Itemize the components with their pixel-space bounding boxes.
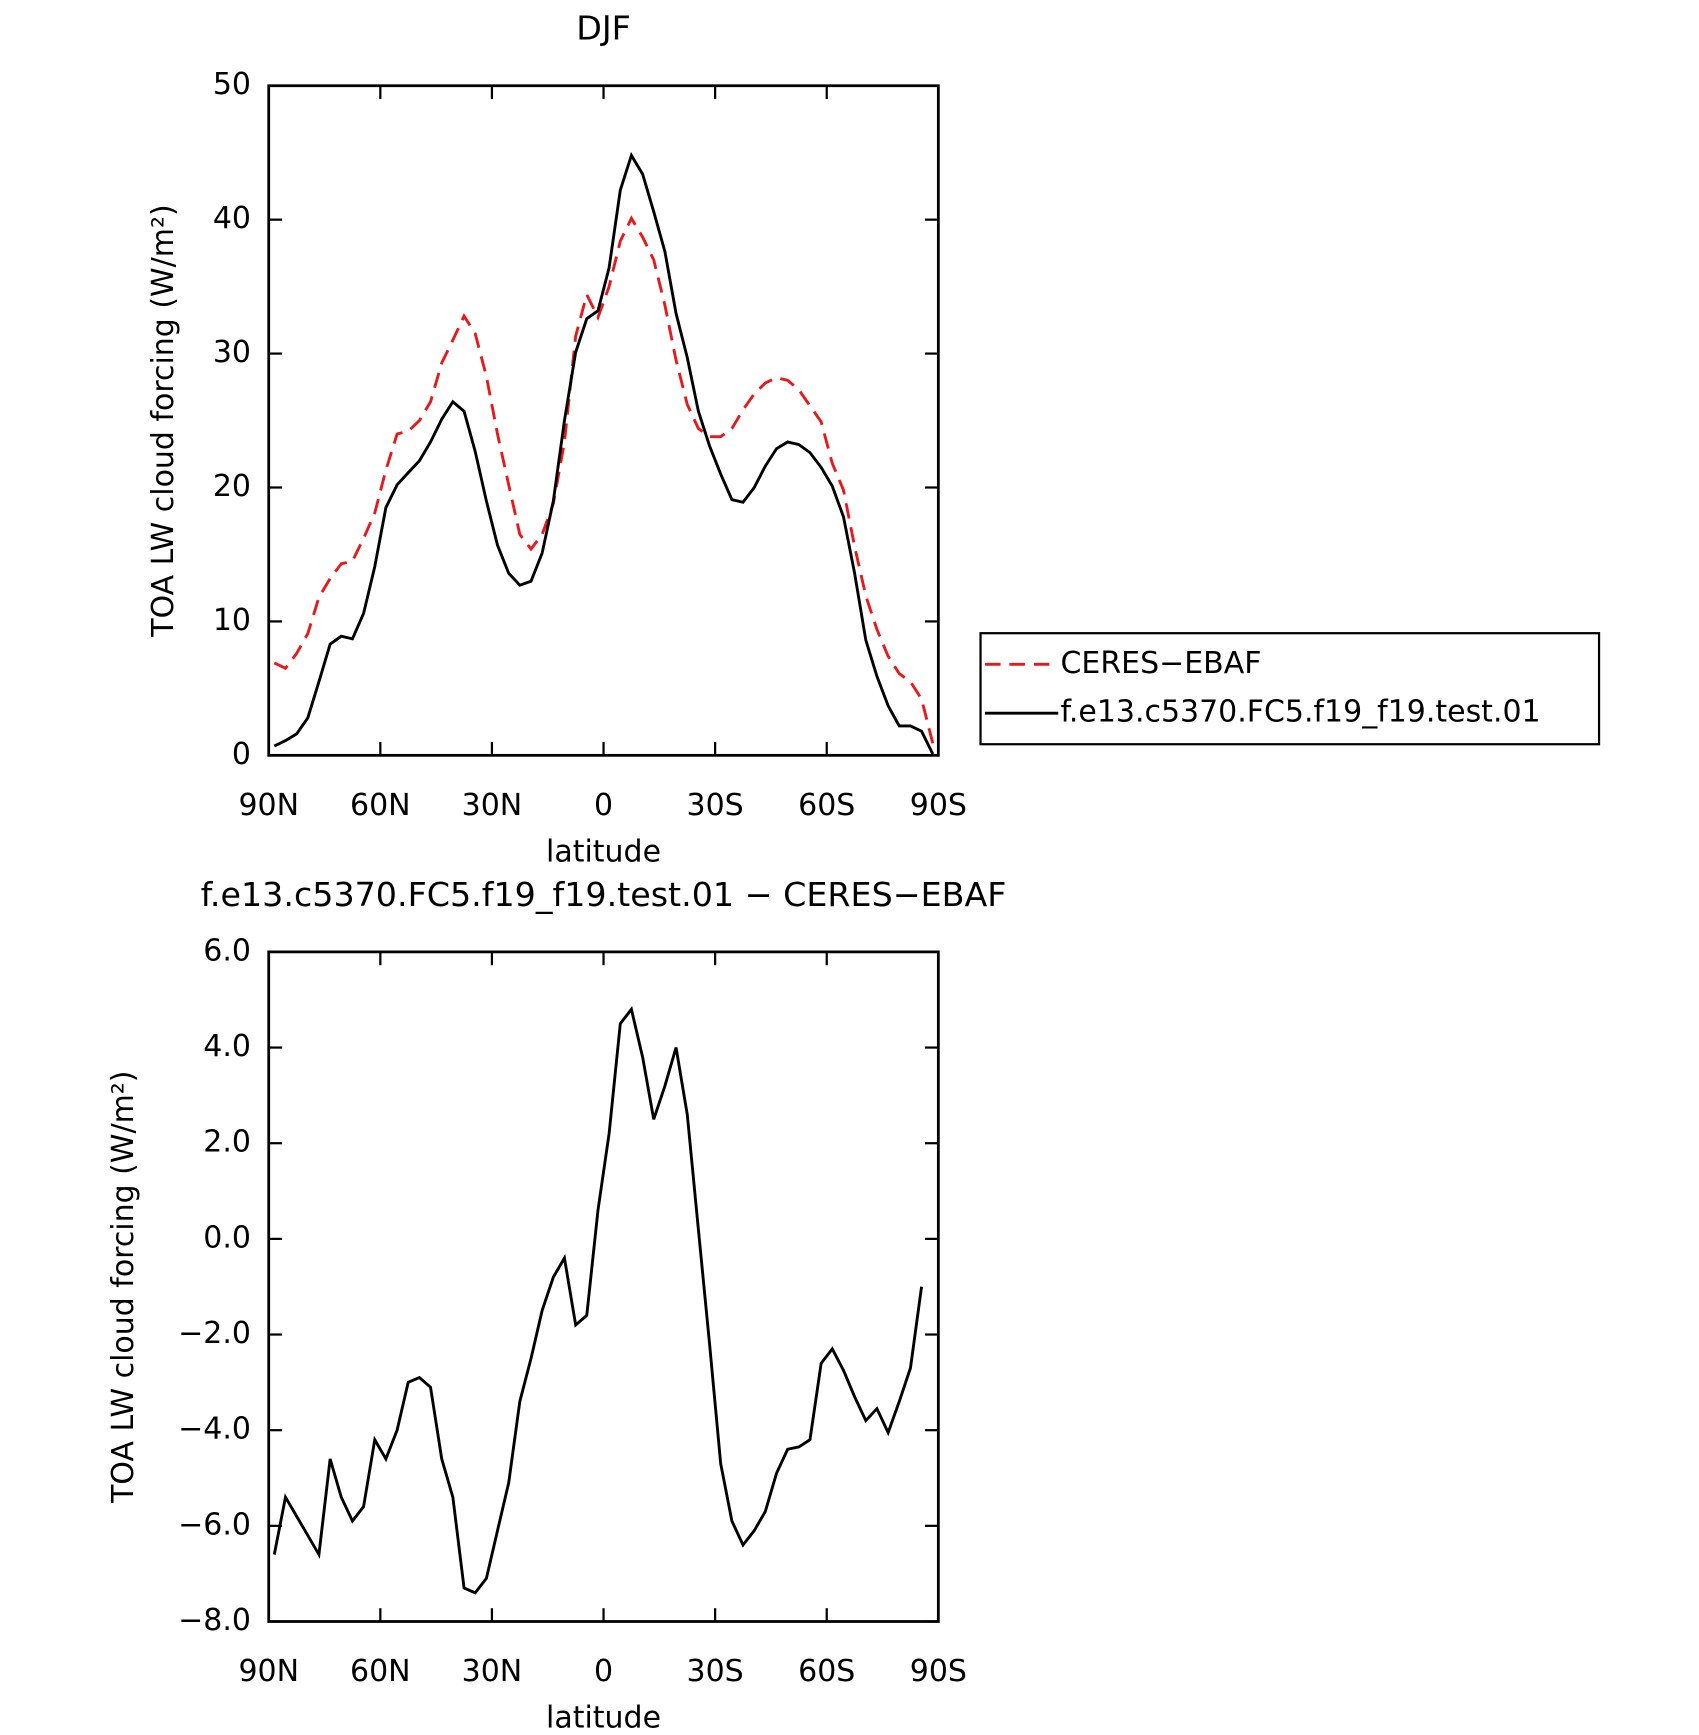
- y-tick-label: 50: [213, 67, 251, 102]
- legend-label: CERES−EBAF: [1060, 646, 1261, 681]
- plot-frame: [267, 950, 940, 1623]
- legend-label: f.e13.c5370.FC5.f19_f19.test.01: [1060, 695, 1540, 730]
- x-tick-label: 60N: [350, 1654, 411, 1689]
- x-tick-label: 60S: [798, 788, 855, 823]
- data-line: [272, 1006, 923, 1595]
- y-tick-label: −4.0: [178, 1412, 251, 1447]
- y-tick-label: 20: [213, 469, 251, 504]
- y-tick-label: 10: [213, 603, 251, 638]
- y-tick-label: −8.0: [178, 1603, 251, 1638]
- x-tick-label: 30S: [687, 1654, 744, 1689]
- y-tick-label: 2.0: [203, 1125, 251, 1160]
- x-tick-label: 30N: [462, 1654, 523, 1689]
- plot-frame: [267, 84, 940, 757]
- x-tick-label: 30S: [687, 788, 744, 823]
- y-tick-label: 6.0: [203, 933, 251, 968]
- data-line: [273, 215, 935, 744]
- x-tick-label: 90N: [238, 788, 299, 823]
- x-tick-label: 90N: [238, 1654, 299, 1689]
- y-tick-label: 0.0: [203, 1220, 251, 1255]
- data-line: [273, 151, 935, 755]
- y-tick-label: 30: [213, 335, 251, 370]
- x-tick-label: 0: [594, 1654, 613, 1689]
- y-axis-label: TOA LW cloud forcing (W/m²): [146, 204, 181, 637]
- chart-title: f.e13.c5370.FC5.f19_f19.test.01 − CERES−…: [201, 875, 1007, 914]
- x-tick-label: 0: [594, 788, 613, 823]
- x-axis-label: latitude: [546, 835, 661, 870]
- chart-title: DJF: [576, 9, 631, 48]
- y-tick-label: 0: [232, 737, 251, 772]
- x-tick-label: 30N: [462, 788, 523, 823]
- x-axis-label: latitude: [546, 1701, 661, 1735]
- y-axis-label: TOA LW cloud forcing (W/m²): [106, 1070, 141, 1503]
- y-tick-label: −2.0: [178, 1316, 251, 1351]
- y-tick-label: 4.0: [203, 1029, 251, 1064]
- x-tick-label: 90S: [910, 788, 967, 823]
- legend-box: [979, 632, 1601, 746]
- x-tick-label: 60S: [798, 1654, 855, 1689]
- y-tick-label: −6.0: [178, 1507, 251, 1542]
- y-tick-label: 40: [213, 201, 251, 236]
- x-tick-label: 90S: [910, 1654, 967, 1689]
- x-tick-label: 60N: [350, 788, 411, 823]
